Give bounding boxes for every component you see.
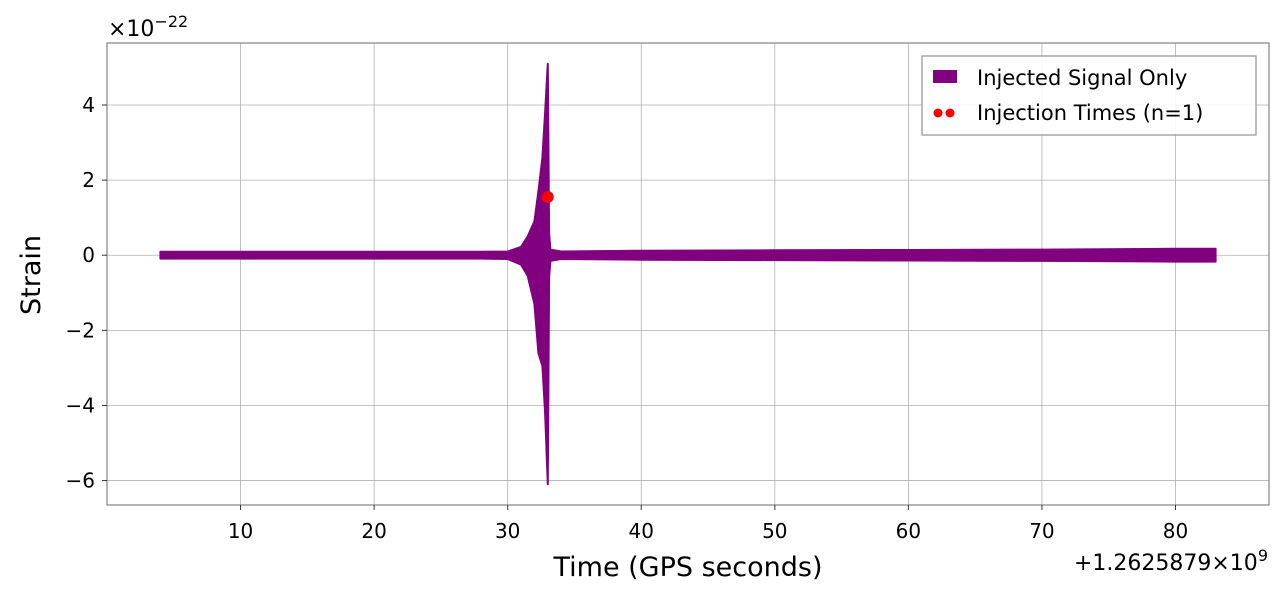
y-axis-label: Strain xyxy=(16,235,47,315)
x-tick-label: 40 xyxy=(629,519,654,543)
legend-injection-dot-right xyxy=(945,108,955,118)
legend-signal-label: Injected Signal Only xyxy=(977,66,1187,90)
x-tick-label: 70 xyxy=(1029,519,1054,543)
injection-time-point xyxy=(541,191,554,203)
x-offset-label: +1.2625879×109 xyxy=(1074,546,1268,576)
x-tick-label: 20 xyxy=(361,519,386,543)
y-tick-label: 4 xyxy=(82,93,95,117)
x-axis-ticks: 10 20 30 40 50 60 70 80 xyxy=(228,505,1188,543)
y-tick-label: 0 xyxy=(82,243,95,267)
x-offset-base: +1.2625879×10 xyxy=(1074,551,1258,576)
legend-injection-label: Injection Times (n=1) xyxy=(977,101,1203,125)
y-tick-label: 2 xyxy=(82,168,95,192)
legend-signal-swatch xyxy=(933,70,957,83)
legend: Injected Signal Only Injection Times (n=… xyxy=(921,55,1257,136)
legend-injection-dot-left xyxy=(933,108,943,118)
y-tick-label: −2 xyxy=(66,318,95,342)
x-axis-label: Time (GPS seconds) xyxy=(552,552,822,583)
y-tick-label: −6 xyxy=(66,469,95,493)
x-tick-label: 50 xyxy=(762,519,787,543)
x-tick-label: 10 xyxy=(228,519,253,543)
x-tick-label: 30 xyxy=(495,519,520,543)
x-tick-label: 80 xyxy=(1163,519,1188,543)
plot-data xyxy=(159,62,1217,486)
legend-box xyxy=(921,55,1257,136)
x-offset-exponent: 9 xyxy=(1258,546,1268,565)
y-scale-base: ×10 xyxy=(108,17,154,42)
y-scale-exponent: −22 xyxy=(154,12,188,31)
signal-oscillation xyxy=(500,68,550,478)
x-tick-label: 60 xyxy=(896,519,921,543)
y-scale-label: ×10−22 xyxy=(108,12,188,42)
plot-frame xyxy=(106,42,1270,506)
y-axis-ticks: −6 −4 −2 0 2 4 xyxy=(66,93,107,493)
y-tick-label: −4 xyxy=(66,393,95,417)
